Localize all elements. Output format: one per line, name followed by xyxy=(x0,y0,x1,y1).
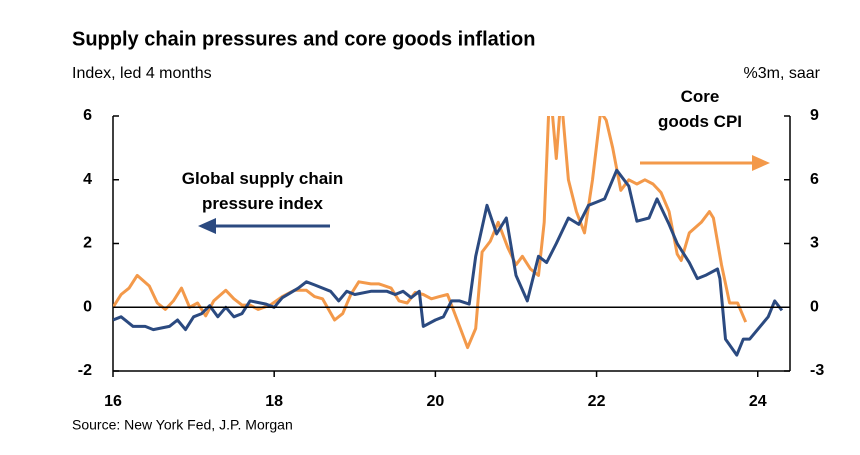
x-tick-label: 18 xyxy=(265,393,283,410)
y-tick-label: 0 xyxy=(83,298,92,315)
series-annotation: Core goods CPI xyxy=(657,87,743,131)
series-line xyxy=(113,116,748,350)
y2-tick-label: 0 xyxy=(810,298,819,315)
x-tick-label: 16 xyxy=(104,393,122,410)
y-axis-label: Index, led 4 months xyxy=(72,65,212,82)
series-annotation: Global supply chain pressure index xyxy=(181,169,344,213)
y2-tick-label: 6 xyxy=(810,171,819,188)
y2-tick-label: 3 xyxy=(810,235,819,252)
y2-tick-label: -3 xyxy=(810,362,824,379)
chart-title: Supply chain pressures and core goods in… xyxy=(72,28,535,50)
y-tick-label: 2 xyxy=(83,235,92,252)
x-tick-label: 24 xyxy=(749,393,767,410)
source: Source: New York Fed, J.P. Morgan xyxy=(72,417,293,433)
y-tick-label: 4 xyxy=(83,171,92,188)
x-tick-label: 22 xyxy=(588,393,606,410)
y2-axis-label: %3m, saar xyxy=(744,65,821,82)
arrow-head xyxy=(198,218,216,234)
y2-tick-label: 9 xyxy=(810,107,819,124)
y-tick-label: -2 xyxy=(78,362,92,379)
y-tick-label: 6 xyxy=(83,107,92,124)
series-line xyxy=(113,168,784,357)
plot-area xyxy=(113,116,784,357)
x-tick-label: 20 xyxy=(426,393,444,410)
arrow-head xyxy=(752,155,770,171)
